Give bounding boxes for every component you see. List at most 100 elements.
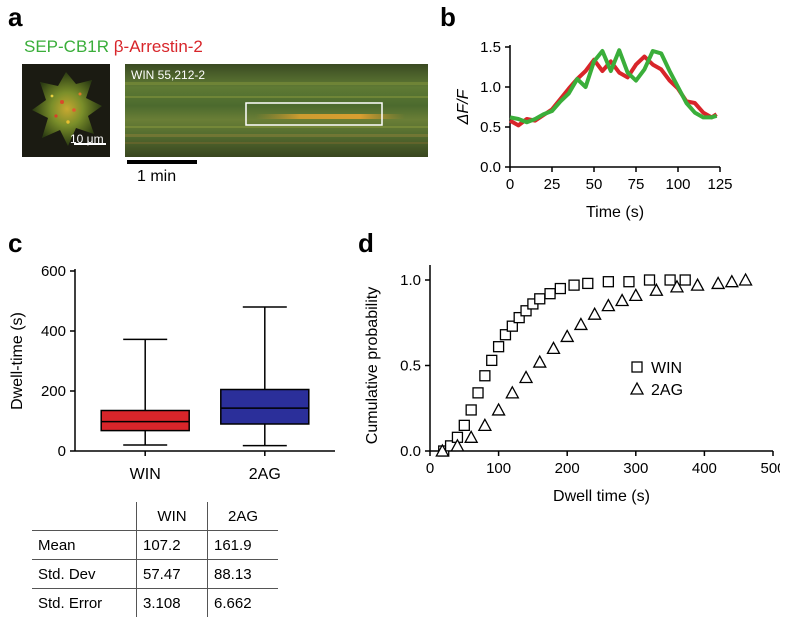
chart-b-y-tick-label: 0.5 [480, 119, 501, 136]
chart-d-point-2ag [493, 404, 505, 415]
table-row: Mean 107.2 161.9 [32, 531, 278, 560]
chart-d-point-2ag [575, 318, 587, 329]
chart-d-x-tick-label: 100 [486, 460, 511, 477]
chart-d-point-win [603, 277, 613, 287]
chart-d-point-2ag [630, 289, 642, 300]
chart-d-point-win [480, 371, 490, 381]
box-win [101, 411, 189, 431]
chart-d-point-2ag [465, 431, 477, 442]
chart-d: 0.0 0.5 1.0 0 100 200 300 400 500 WIN 2AG Dwell t… [355, 255, 780, 515]
legend-red-label: β-Arrestin-2 [114, 37, 203, 56]
chart-b-x-tick-label: 100 [665, 176, 690, 193]
chart-d-ylabel: Cumulative probability [364, 287, 381, 444]
chart-d-xlabel: Dwell time (s) [553, 488, 650, 505]
chart-d-point-2ag [534, 356, 546, 367]
chart-b-x-tick-label: 75 [628, 176, 645, 193]
chart-c-y-tick-label: 600 [41, 263, 66, 280]
chart-b-xlabel: Time (s) [586, 204, 644, 221]
chart-d-y-tick-label: 1.0 [400, 272, 421, 289]
legend-green-label: SEP-CB1R [24, 37, 109, 56]
table-cell: Mean [32, 531, 137, 560]
legend-marker-win [632, 362, 642, 372]
table-header-cell: WIN [137, 502, 208, 531]
kymograph-label: WIN 55,212-2 [131, 68, 205, 82]
chart-d-x-tick-label: 200 [555, 460, 580, 477]
chart-d-point-2ag [479, 419, 491, 430]
time-scale-bar [127, 160, 197, 164]
table-header-row: WIN 2AG [32, 502, 278, 531]
chart-b-x-tick-label: 25 [544, 176, 561, 193]
chart-d-point-win [494, 342, 504, 352]
chart-d-point-win [569, 280, 579, 290]
table-cell: 57.47 [137, 560, 208, 589]
legend-marker-2ag [631, 383, 643, 394]
chart-d-x-tick-label: 300 [623, 460, 648, 477]
kymograph: WIN 55,212-2 [125, 64, 428, 157]
chart-d-point-win [473, 388, 483, 398]
chart-c-ylabel: Dwell-time (s) [9, 312, 26, 410]
chart-d-point-2ag [616, 295, 628, 306]
table-cell: 161.9 [208, 531, 279, 560]
chart-d-point-win [624, 277, 634, 287]
legend-label-win: WIN [651, 360, 682, 377]
chart-d-point-win [665, 275, 675, 285]
chart-c-y-tick-label: 400 [41, 323, 66, 340]
table-header-cell [32, 502, 137, 531]
table-row: Std. Error 3.108 6.662 [32, 589, 278, 617]
chart-b-x-tick-label: 0 [506, 176, 514, 193]
chart-d-point-win [466, 405, 476, 415]
chart-d-point-2ag [740, 274, 752, 285]
box-2ag [221, 390, 309, 425]
chart-d-point-win [645, 275, 655, 285]
panel-letter-a: a [8, 2, 22, 33]
chart-d-point-2ag [589, 308, 601, 319]
chart-b-y-tick-label: 0.0 [480, 159, 501, 176]
chart-d-point-2ag [602, 300, 614, 311]
chart-b-ylabel: ΔF/F [455, 88, 472, 125]
chart-d-point-2ag [547, 342, 559, 353]
table-cell: Std. Dev [32, 560, 137, 589]
panel-a-legend: SEP-CB1R β-Arrestin-2 [24, 37, 203, 57]
time-scale-label: 1 min [137, 168, 176, 186]
chart-d-y-tick-label: 0.5 [400, 358, 421, 375]
chart-d-point-2ag [506, 387, 518, 398]
panel-letter-b: b [440, 2, 456, 33]
chart-d-point-win [535, 294, 545, 304]
chart-d-point-win [555, 284, 565, 294]
chart-d-point-2ag [561, 330, 573, 341]
micrograph-scale-label: 10 μm [70, 132, 104, 146]
chart-d-point-2ag [692, 279, 704, 290]
chart-b-y-tick-label: 1.5 [480, 39, 501, 56]
cell-micrograph: 10 μm [22, 64, 110, 157]
chart-d-y-tick-label: 0.0 [400, 443, 421, 460]
chart-d-point-win [459, 420, 469, 430]
chart-c-y-tick-label: 200 [41, 383, 66, 400]
chart-d-point-win [680, 275, 690, 285]
chart-d-point-win [487, 355, 497, 365]
table-cell: 6.662 [208, 589, 279, 617]
table-cell: 107.2 [137, 531, 208, 560]
chart-d-point-2ag [712, 277, 724, 288]
chart-d-x-tick-label: 500 [760, 460, 780, 477]
table-cell: 3.108 [137, 589, 208, 617]
chart-b-y-tick-label: 1.0 [480, 79, 501, 96]
chart-b-series-line-2 [510, 50, 717, 122]
table-cell: Std. Error [32, 589, 137, 617]
chart-d-point-2ag [650, 284, 662, 295]
chart-d-point-2ag [520, 371, 532, 382]
table-header-cell: 2AG [208, 502, 279, 531]
chart-b-x-tick-label: 125 [707, 176, 732, 193]
stats-table: WIN 2AG Mean 107.2 161.9 Std. Dev 57.47 … [32, 502, 278, 617]
chart-c-x-tick-label: 2AG [249, 466, 281, 483]
table-row: Std. Dev 57.47 88.13 [32, 560, 278, 589]
chart-d-x-tick-label: 400 [692, 460, 717, 477]
table-cell: 88.13 [208, 560, 279, 589]
chart-d-x-tick-label: 0 [426, 460, 434, 477]
chart-d-point-2ag [726, 276, 738, 287]
legend-label-2ag: 2AG [651, 382, 683, 399]
chart-c-y-tick-label: 0 [58, 443, 66, 460]
chart-d-point-win [545, 289, 555, 299]
chart-d-point-win [583, 278, 593, 288]
chart-c-x-tick-label: WIN [130, 466, 161, 483]
